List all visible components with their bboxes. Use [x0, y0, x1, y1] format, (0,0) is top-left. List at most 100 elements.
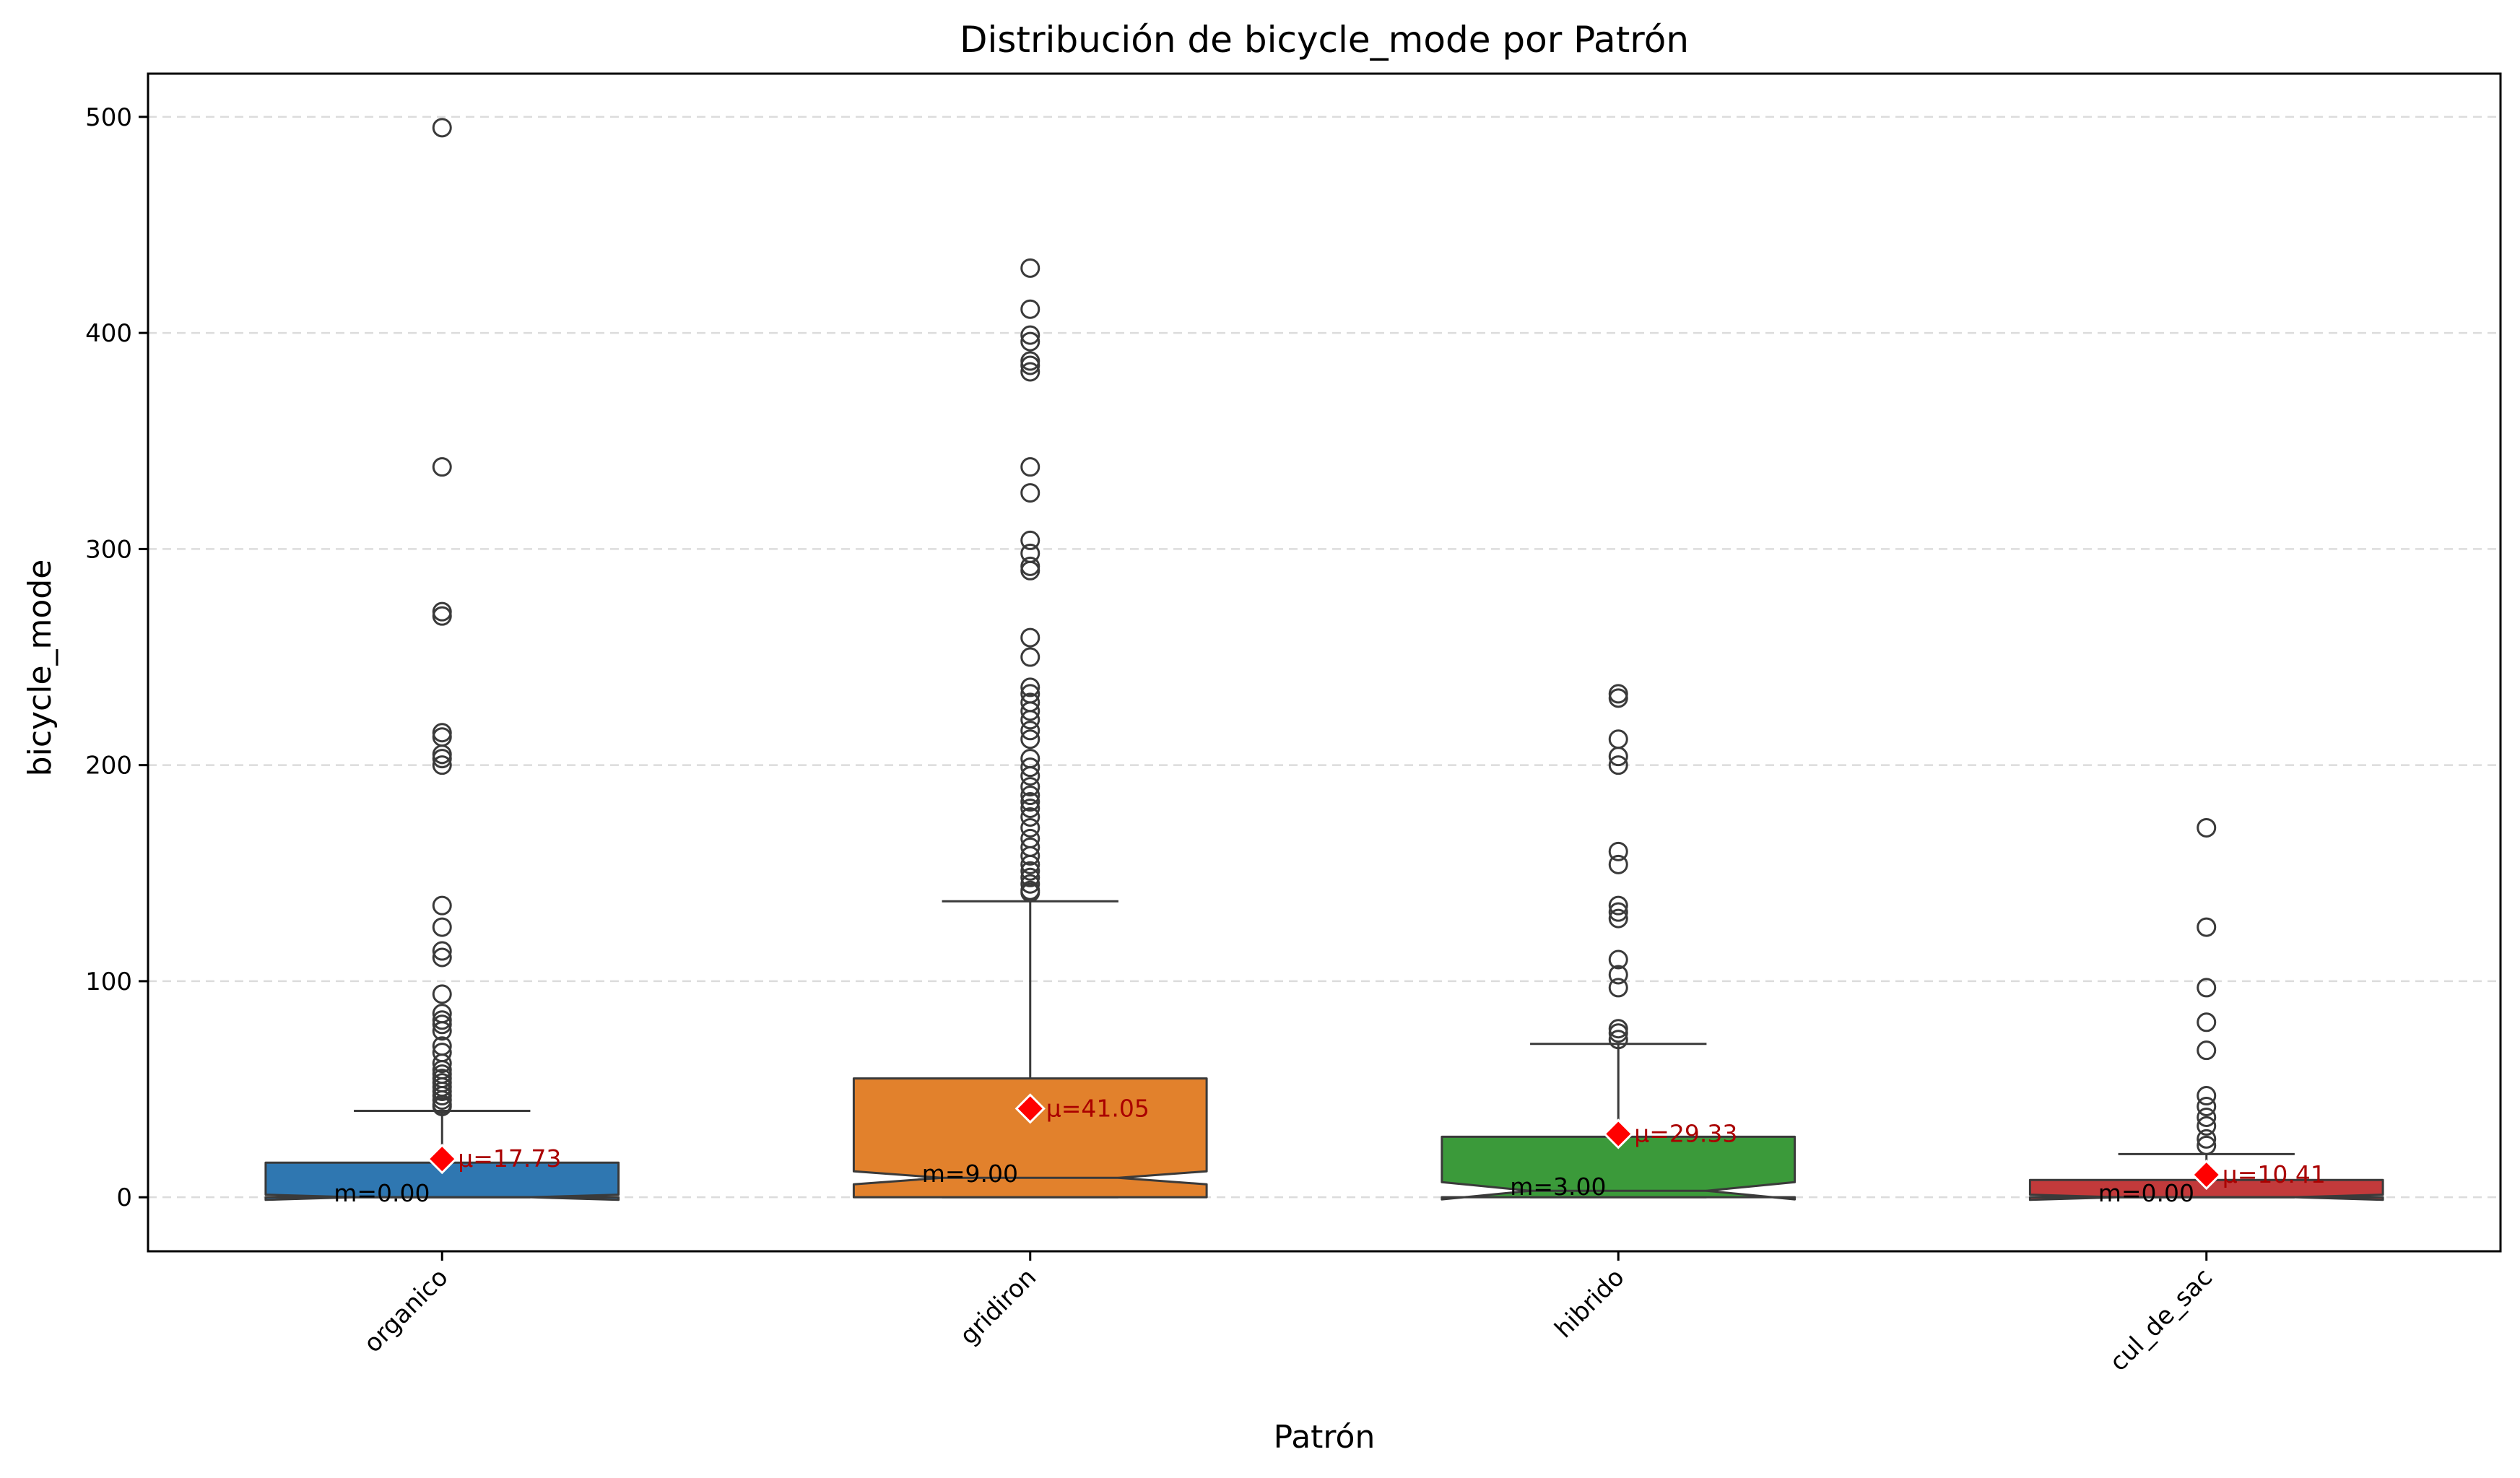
- mean-marker: [2191, 1159, 2222, 1191]
- outlier-point: [432, 457, 452, 477]
- outlier-point: [1020, 861, 1040, 881]
- outlier-point: [2197, 1040, 2217, 1061]
- outlier-point: [1020, 710, 1040, 730]
- outlier-point: [1020, 729, 1040, 749]
- mean-label: μ=29.33: [1634, 1119, 1737, 1147]
- box-hibrido: [1441, 1135, 1796, 1201]
- plot-frame: [147, 72, 2502, 1253]
- outlier-point: [1608, 755, 1628, 775]
- outlier-point: [2197, 1086, 2217, 1106]
- mean-marker: [1603, 1118, 1634, 1149]
- outlier-point: [1020, 457, 1040, 477]
- outlier-point: [1020, 721, 1040, 741]
- x-tick-label: hibrido: [1550, 1263, 1630, 1344]
- outlier-point: [1608, 684, 1628, 704]
- y-tick-label: 0: [116, 1183, 132, 1212]
- outlier-point: [432, 947, 452, 968]
- outlier-point: [432, 895, 452, 916]
- outlier-point: [2197, 1135, 2217, 1155]
- outlier-point: [2197, 1116, 2217, 1136]
- box-group-organico: μ=17.73 m=0.00: [264, 118, 620, 1207]
- outlier-point: [2197, 1129, 2217, 1149]
- y-tick-label: 500: [85, 103, 132, 132]
- outlier-point: [1608, 902, 1628, 922]
- outlier-point: [1020, 701, 1040, 721]
- outlier-point: [432, 1096, 452, 1116]
- chart-title: Distribución de bicycle_mode por Patrón: [960, 19, 1689, 61]
- box-organico: [264, 1161, 620, 1201]
- outlier-point: [1020, 867, 1040, 887]
- median-label: m=0.00: [2098, 1179, 2194, 1207]
- grid-lines: [148, 116, 2501, 1199]
- x-tick-label: organico: [358, 1263, 453, 1358]
- outlier-point: [1608, 1030, 1628, 1050]
- outlier-point: [1020, 299, 1040, 319]
- outlier-point: [1020, 530, 1040, 550]
- outlier-point: [432, 1053, 452, 1074]
- outlier-point: [1020, 766, 1040, 786]
- outlier-point: [2197, 978, 2217, 998]
- outlier-point: [1608, 841, 1628, 861]
- outlier-point: [1608, 1023, 1628, 1043]
- mean-label: μ=10.41: [2223, 1160, 2326, 1188]
- outlier-point: [432, 749, 452, 769]
- outlier-point: [432, 941, 452, 961]
- outlier-point: [1020, 786, 1040, 806]
- x-tick-label: gridiron: [955, 1263, 1042, 1350]
- y-tick-label: 300: [85, 535, 132, 564]
- outlier-point: [1020, 817, 1040, 838]
- y-tick-label: 100: [85, 968, 132, 996]
- outlier-point: [432, 984, 452, 1004]
- box-group-cul_de_sac: μ=10.41 m=0.00: [2028, 817, 2384, 1207]
- y-axis-label: bicycle_mode: [22, 560, 58, 777]
- outlier-point: [432, 118, 452, 138]
- outlier-point: [1020, 556, 1040, 576]
- outlier-point: [432, 755, 452, 775]
- outlier-point: [1020, 325, 1040, 345]
- y-tick-label: 400: [85, 319, 132, 348]
- outlier-point: [1020, 355, 1040, 375]
- mean-label: μ=41.05: [1046, 1094, 1150, 1122]
- outlier-point: [432, 727, 452, 747]
- outlier-point: [1020, 627, 1040, 648]
- outlier-point: [1020, 362, 1040, 382]
- outlier-point: [1020, 854, 1040, 874]
- outlier-point: [2197, 1107, 2217, 1127]
- median-label: m=9.00: [922, 1160, 1018, 1188]
- outlier-point: [1608, 729, 1628, 749]
- y-tick-label: 200: [85, 752, 132, 781]
- outlier-point: [1020, 845, 1040, 866]
- median-label: m=3.00: [1510, 1173, 1606, 1201]
- outlier-point: [2197, 1096, 2217, 1116]
- outlier-point: [1020, 882, 1040, 903]
- box-gridiron: [852, 1077, 1208, 1199]
- outlier-point: [1608, 978, 1628, 998]
- outlier-point: [432, 601, 452, 622]
- box-group-gridiron: μ=41.05 m=9.00: [852, 258, 1208, 1199]
- outlier-point: [432, 1014, 452, 1035]
- outlier-point: [1608, 908, 1628, 929]
- outlier-point: [1020, 757, 1040, 778]
- x-tick-label: cul_de_sac: [2104, 1263, 2218, 1377]
- outlier-point: [1608, 854, 1628, 874]
- mean-marker: [427, 1143, 458, 1175]
- outlier-point: [2197, 817, 2217, 838]
- outlier-point: [432, 1021, 452, 1041]
- mean-label: μ=17.73: [458, 1144, 561, 1173]
- outlier-point: [1608, 688, 1628, 708]
- outlier-point: [1020, 483, 1040, 503]
- outlier-point: [1020, 258, 1040, 278]
- mean-marker: [1014, 1093, 1046, 1124]
- outlier-point: [1608, 949, 1628, 970]
- outlier-point: [1608, 965, 1628, 985]
- outlier-point: [1020, 799, 1040, 819]
- outlier-point: [1020, 777, 1040, 797]
- outlier-point: [432, 606, 452, 626]
- outlier-point: [1608, 747, 1628, 767]
- outlier-point: [1020, 560, 1040, 581]
- outlier-point: [2197, 917, 2217, 937]
- box-group-hibrido: μ=29.33 m=3.00: [1441, 684, 1796, 1201]
- outlier-point: [1020, 647, 1040, 667]
- outlier-point: [2197, 1012, 2217, 1033]
